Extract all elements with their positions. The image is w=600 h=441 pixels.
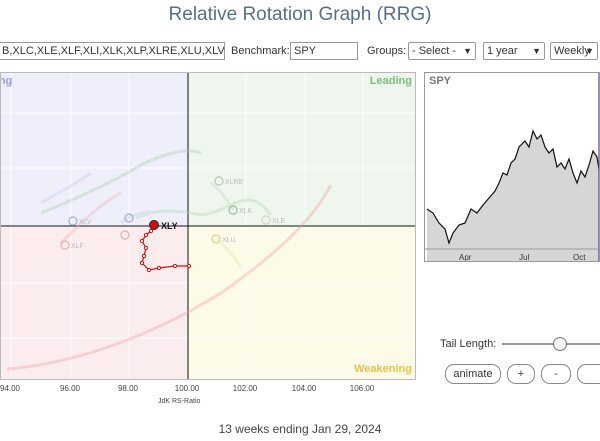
period-select[interactable]: 1 year ▼ bbox=[483, 42, 545, 60]
x-tick: 102.00 bbox=[232, 384, 258, 393]
date-range-footer: 13 weeks ending Jan 29, 2024 bbox=[218, 422, 382, 436]
x-axis: 94.00 96.00 98.00 100.00 102.00 104.00 1… bbox=[0, 384, 416, 414]
benchmark-label: Benchmark: bbox=[231, 45, 290, 57]
groups-label: Groups: bbox=[367, 45, 407, 57]
x-tick: 98.00 bbox=[117, 384, 139, 393]
plus-button[interactable]: + bbox=[507, 364, 535, 384]
xly-label: XLY bbox=[161, 221, 178, 231]
benchmark-chart-panel: SPY Apr Jul Oct bbox=[424, 72, 600, 262]
period-select-value: 1 year bbox=[487, 45, 518, 57]
x-tick: 100.00 bbox=[174, 384, 200, 393]
symbols-input[interactable]: B,XLC,XLE,XLF,XLI,XLK,XLP,XLRE,XLU,XLV,X… bbox=[0, 42, 225, 60]
x-tick: 106.00 bbox=[349, 384, 375, 393]
faded-label-1: XLRE bbox=[225, 179, 244, 186]
faded-label-6: XLE bbox=[272, 218, 286, 225]
tail-blue-2 bbox=[120, 209, 152, 225]
xly-head-marker bbox=[149, 220, 159, 230]
slider-track bbox=[502, 343, 600, 345]
tail-green-1 bbox=[40, 149, 202, 215]
rrg-chart[interactable]: XLRE XLK XLV XLF XLU XLE XLY Leading Imp… bbox=[0, 72, 416, 380]
faded-labels: XLRE XLK XLV XLF XLU XLE bbox=[71, 179, 286, 250]
animate-button[interactable]: animate bbox=[445, 364, 501, 384]
chevron-down-icon: ▼ bbox=[463, 46, 472, 56]
x-axis-label: JdK RS-Ratio bbox=[158, 398, 201, 405]
quadrant-label-improving: Improving bbox=[0, 75, 13, 87]
faded-label-2: XLK bbox=[239, 208, 253, 215]
benchmark-input[interactable]: SPY bbox=[290, 42, 358, 60]
toolbar: B,XLC,XLE,XLF,XLI,XLK,XLP,XLRE,XLU,XLV,X… bbox=[0, 41, 600, 63]
groups-select[interactable]: - Select - ▼ bbox=[408, 42, 476, 60]
faded-label-3: XLV bbox=[79, 219, 92, 226]
chevron-down-icon: ▼ bbox=[532, 46, 541, 56]
quadrant-improving bbox=[1, 73, 188, 226]
faded-markers bbox=[60, 176, 271, 250]
minus-button[interactable]: - bbox=[541, 364, 571, 384]
quadrant-weakening bbox=[188, 226, 415, 379]
gridlines bbox=[1, 73, 415, 379]
quadrant-label-weakening: Weakening bbox=[354, 363, 412, 375]
tail-yellow bbox=[214, 236, 243, 269]
faded-tails bbox=[6, 149, 333, 371]
tail-green-2 bbox=[135, 198, 273, 220]
faded-label-5: XLU bbox=[222, 237, 236, 244]
page-title: Relative Rotation Graph (RRG) bbox=[168, 4, 432, 25]
frequency-select[interactable]: Weekly ▼ bbox=[550, 42, 598, 60]
benchmark-chart-title: SPY bbox=[429, 75, 452, 87]
x-tick: 94.00 bbox=[0, 384, 21, 393]
tail-long-red bbox=[6, 184, 333, 371]
quadrant-label-leading: Leading bbox=[369, 75, 412, 87]
xly-tail: XLY bbox=[139, 220, 192, 273]
tail-blue-1 bbox=[40, 171, 92, 205]
chevron-down-icon: ▼ bbox=[585, 46, 594, 56]
quadrant-leading bbox=[188, 73, 415, 226]
spy-x-label: Jul bbox=[519, 253, 529, 262]
faded-label-4: XLF bbox=[71, 243, 84, 250]
benchmark-price-chart: Apr Jul Oct bbox=[425, 73, 599, 262]
rrg-plot: XLRE XLK XLV XLF XLU XLE XLY bbox=[1, 73, 415, 379]
tail-red-2 bbox=[59, 191, 122, 245]
frequency-select-value: Weekly bbox=[554, 45, 590, 57]
quadrant-lagging bbox=[1, 226, 188, 379]
groups-select-value: - Select - bbox=[412, 45, 457, 57]
slider-handle[interactable] bbox=[553, 337, 567, 351]
tail-length-label: Tail Length: bbox=[440, 338, 497, 350]
x-tick: 104.00 bbox=[291, 384, 317, 393]
tail-xlre bbox=[210, 181, 235, 211]
spy-x-label: Apr bbox=[459, 253, 472, 262]
extra-button[interactable] bbox=[577, 364, 600, 384]
spy-x-label: Oct bbox=[573, 253, 586, 262]
xly-tail-points bbox=[139, 228, 192, 273]
tail-length-slider[interactable] bbox=[502, 337, 600, 351]
x-tick: 96.00 bbox=[59, 384, 81, 393]
